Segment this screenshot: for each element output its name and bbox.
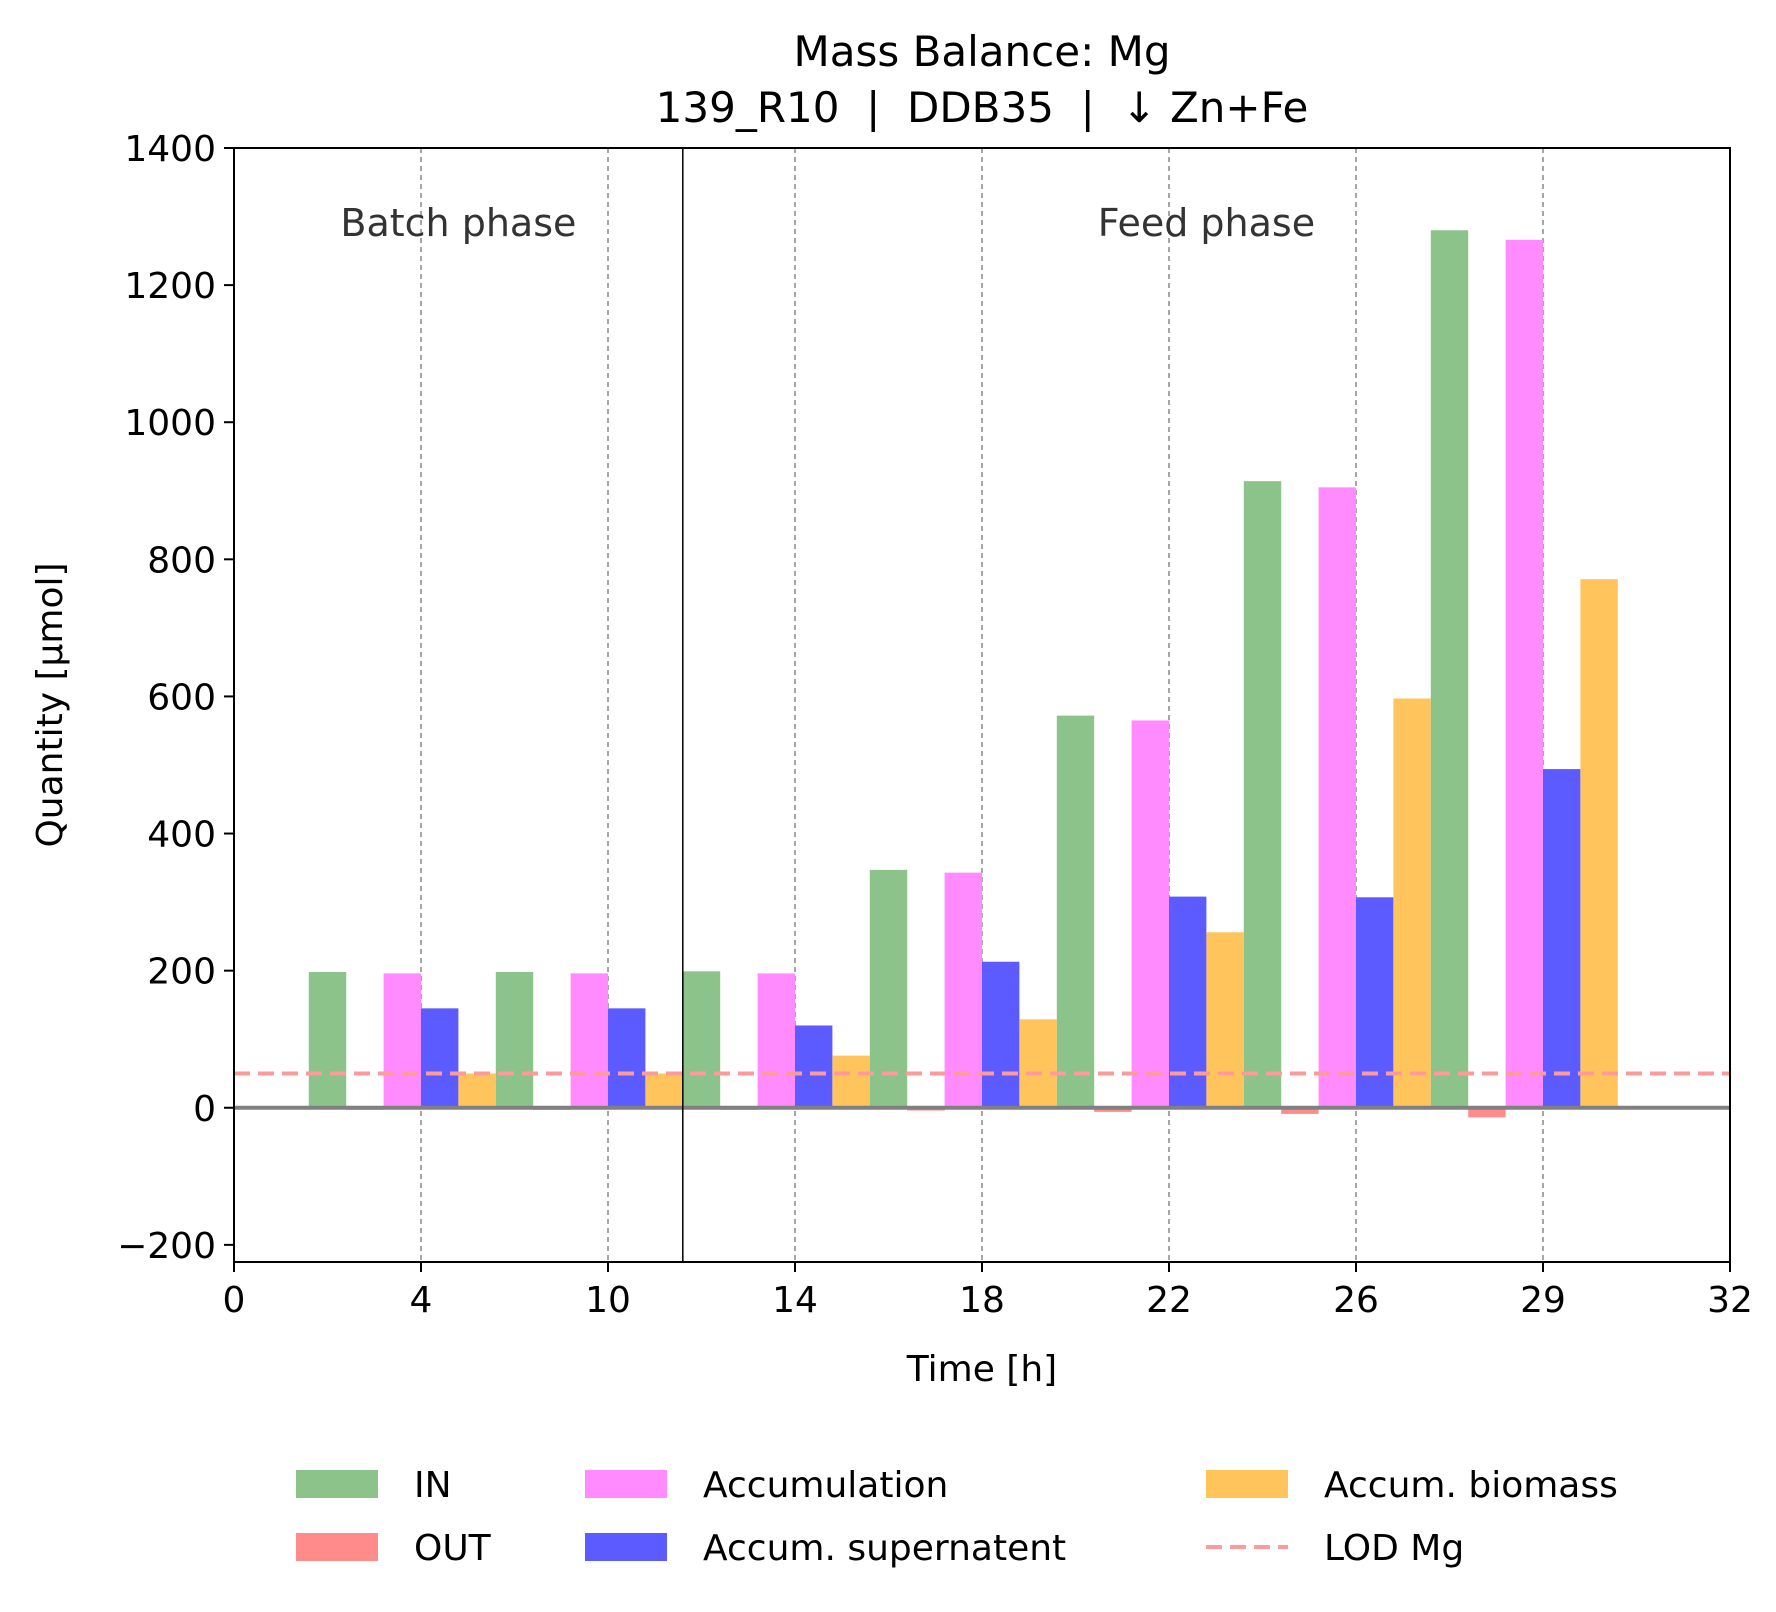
y-axis: −200 0 200 400 600 800 1000 1200 1400 <box>117 129 234 1267</box>
x-tick-label: 26 <box>1333 1280 1379 1321</box>
bar-in-0 <box>308 972 347 1108</box>
y-tick-label: 200 <box>147 952 216 993</box>
bar-in-5 <box>1243 481 1282 1108</box>
x-tick-label: 0 <box>223 1280 246 1321</box>
bar-accum-biomass-4 <box>1206 932 1244 1108</box>
x-axis: 0 4 10 14 18 22 26 29 32 <box>223 1262 1753 1321</box>
bar-accumulation-1 <box>570 973 608 1108</box>
bar-in-6 <box>1430 230 1469 1108</box>
phase-annotations: Batch phase Feed phase <box>340 148 1315 1262</box>
bar-accum-supernatent-0 <box>421 1008 459 1108</box>
bar-accumulation-5 <box>1318 487 1356 1108</box>
legend: IN OUT Accumulation Accum. supernatent Accum… <box>296 1465 1618 1569</box>
bar-accum-supernatent-4 <box>1169 896 1207 1108</box>
bar-accum-biomass-2 <box>832 1055 870 1108</box>
y-axis-label: Quantity [µmol] <box>30 562 71 847</box>
x-tick-label: 14 <box>772 1280 818 1321</box>
y-tick-label: −200 <box>117 1226 216 1267</box>
legend-swatch <box>585 1533 667 1561</box>
legend-label: LOD Mg <box>1324 1528 1464 1569</box>
x-tick-label: 18 <box>959 1280 1005 1321</box>
bar-in-2 <box>682 971 721 1108</box>
legend-label: IN <box>414 1465 452 1506</box>
bar-accum-supernatent-3 <box>982 961 1020 1108</box>
y-tick-label: 1200 <box>124 266 216 307</box>
bar-accum-supernatent-1 <box>608 1008 646 1108</box>
bar-accumulation-3 <box>944 872 982 1108</box>
phase-label: Feed phase <box>1098 201 1315 245</box>
chart-title: Mass Balance: Mg <box>794 27 1171 76</box>
bars <box>308 230 1618 1118</box>
x-axis-label: Time [h] <box>906 1349 1057 1390</box>
bar-accum-supernatent-6 <box>1543 769 1581 1108</box>
legend-label: Accumulation <box>703 1465 948 1506</box>
legend-label: Accum. supernatent <box>703 1528 1066 1569</box>
x-tick-label: 10 <box>585 1280 631 1321</box>
bar-accumulation-2 <box>757 973 795 1108</box>
phase-label: Batch phase <box>340 201 576 245</box>
x-tick-label: 29 <box>1520 1280 1566 1321</box>
reference-lines <box>234 1071 1730 1110</box>
bar-out-6 <box>1468 1107 1506 1118</box>
y-tick-label: 0 <box>193 1089 216 1130</box>
bar-out-4 <box>1094 1107 1132 1112</box>
legend-label: OUT <box>414 1528 492 1569</box>
bar-accum-supernatent-5 <box>1356 897 1394 1108</box>
y-tick-label: 600 <box>147 677 216 718</box>
bar-accum-biomass-3 <box>1019 1019 1057 1108</box>
bar-accum-biomass-1 <box>645 1073 683 1108</box>
bar-out-5 <box>1281 1107 1319 1114</box>
y-tick-label: 1000 <box>124 403 216 444</box>
x-tick-label: 32 <box>1707 1280 1753 1321</box>
bar-in-1 <box>495 972 534 1108</box>
legend-swatch <box>1206 1470 1288 1498</box>
legend-swatch <box>296 1470 378 1498</box>
chart-subtitle: 139_R10 | DDB35 | ↓ Zn+Fe <box>656 83 1309 132</box>
bar-accum-supernatent-2 <box>795 1025 833 1108</box>
legend-swatch <box>296 1533 378 1561</box>
legend-swatch <box>585 1470 667 1498</box>
bar-accum-biomass-0 <box>458 1073 496 1108</box>
bar-accumulation-0 <box>383 973 421 1108</box>
y-tick-label: 800 <box>147 540 216 581</box>
bar-accum-biomass-5 <box>1393 698 1431 1108</box>
bar-in-4 <box>1056 715 1095 1108</box>
bar-in-3 <box>869 869 908 1108</box>
bar-accumulation-4 <box>1131 720 1169 1108</box>
x-tick-label: 22 <box>1146 1280 1192 1321</box>
bar-accum-biomass-6 <box>1580 579 1618 1108</box>
bar-accumulation-6 <box>1505 239 1543 1108</box>
x-tick-label: 4 <box>410 1280 433 1321</box>
y-tick-label: 400 <box>147 815 216 856</box>
y-tick-label: 1400 <box>124 129 216 170</box>
legend-label: Accum. biomass <box>1324 1465 1618 1506</box>
